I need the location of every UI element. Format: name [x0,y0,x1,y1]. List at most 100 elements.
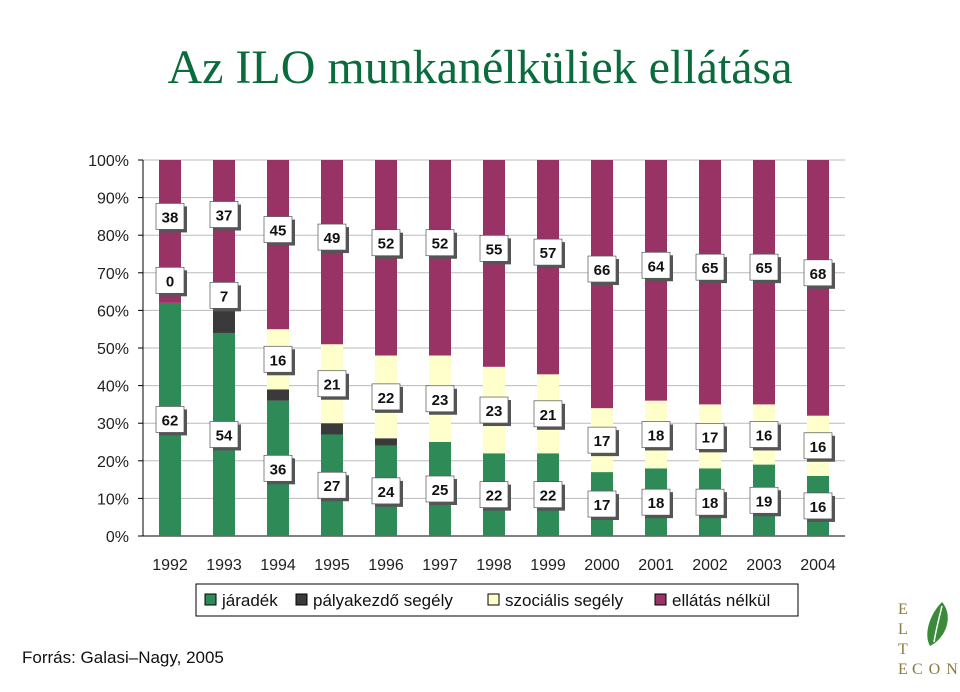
data-label: 22 [378,390,395,407]
data-label-box [479,235,509,262]
y-tick-label: 70% [97,266,129,283]
x-tick-label: 1992 [152,557,188,574]
data-label: 68 [810,266,827,283]
bar-segment-1 [321,423,343,435]
data-label: 37 [216,208,233,225]
data-label: 23 [486,403,503,420]
data-label-box [587,490,617,518]
data-label: 22 [486,488,503,505]
y-tick-label: 60% [97,303,129,320]
y-tick-label: 40% [97,379,129,396]
y-tick-label: 90% [97,191,129,208]
data-label: 16 [810,499,827,516]
data-label-box [209,201,239,228]
data-label-box [425,385,455,413]
x-tick-label: 1996 [368,557,404,574]
data-label: 64 [648,258,665,275]
data-label: 19 [756,493,773,510]
data-label-box [803,432,833,460]
data-label: 17 [702,429,719,446]
legend-swatch [487,593,500,606]
data-label-box [371,229,401,257]
logo-letter: E [898,661,908,678]
legend-label: járadék [221,591,278,610]
logo-letter: T [898,641,908,658]
data-label: 16 [810,439,827,456]
data-label: 57 [540,245,557,262]
x-tick-label: 2003 [746,557,782,574]
legend-swatch [204,593,217,606]
data-label: 21 [324,377,341,394]
y-tick-label: 100% [88,153,129,170]
data-label: 66 [594,262,611,279]
data-label-box [587,426,617,454]
data-label-box [533,238,563,266]
data-label-box [425,229,455,257]
x-tick-label: 2004 [800,557,836,574]
y-tick-label: 80% [97,228,129,245]
data-label-box [155,203,185,230]
data-label-box [371,383,401,411]
y-tick-label: 10% [97,491,129,508]
data-label-box [803,259,833,287]
data-label: 21 [540,407,557,424]
bar-segment-1 [375,438,397,446]
bar-segment-1 [267,389,289,401]
x-tick-label: 1995 [314,557,350,574]
elte-econ-logo: E L T E CON [898,601,958,678]
data-label: 16 [756,427,773,444]
data-label: 17 [594,433,611,450]
data-label: 27 [324,478,341,495]
data-label: 65 [756,260,773,277]
data-label: 54 [216,427,233,444]
data-label-box [641,488,671,516]
data-label-box [371,477,401,505]
data-label: 38 [162,209,179,226]
x-tick-label: 2000 [584,557,620,574]
data-label: 55 [486,241,503,258]
data-label-box [317,471,347,499]
x-tick-label: 1993 [206,557,242,574]
x-tick-label: 1998 [476,557,512,574]
y-tick-label: 0% [106,529,129,546]
legend-label: pályakezdő segély [313,591,453,610]
data-label: 52 [378,236,395,253]
data-label-box [641,421,671,448]
data-label: 45 [270,223,287,240]
data-label-box [749,253,779,281]
x-tick-label: 2001 [638,557,674,574]
data-label-box [533,481,563,508]
data-label: 0 [166,273,174,290]
data-label: 17 [594,497,611,514]
data-label: 24 [378,484,395,501]
data-label-box [533,400,563,428]
data-label: 7 [220,288,228,305]
data-label-box [479,396,509,424]
data-label: 49 [324,230,341,247]
logo-letter: L [898,621,908,638]
data-label: 62 [162,412,179,429]
source-note: Forrás: Galasi–Nagy, 2005 [22,648,224,667]
leaf-vein-icon [933,605,943,643]
data-label-box [209,282,239,309]
y-tick-label: 50% [97,341,129,358]
data-label-box [749,486,779,514]
data-label: 36 [270,461,287,478]
data-label-box [425,475,455,503]
data-label-box [479,481,509,508]
legend-label: ellátás nélkül [672,591,770,610]
data-label: 22 [540,488,557,505]
data-label-box [641,251,671,279]
data-label-box [695,423,725,450]
data-label-box [263,345,293,373]
data-label-box [263,454,293,482]
data-label-box [695,488,725,516]
bar-segment-1 [213,306,235,333]
x-tick-label: 1994 [260,557,296,574]
data-label-box [155,266,185,294]
x-tick-label: 2002 [692,557,728,574]
data-label-box [317,223,347,251]
data-label: 18 [702,495,719,512]
legend-label: szociális segély [505,591,624,610]
